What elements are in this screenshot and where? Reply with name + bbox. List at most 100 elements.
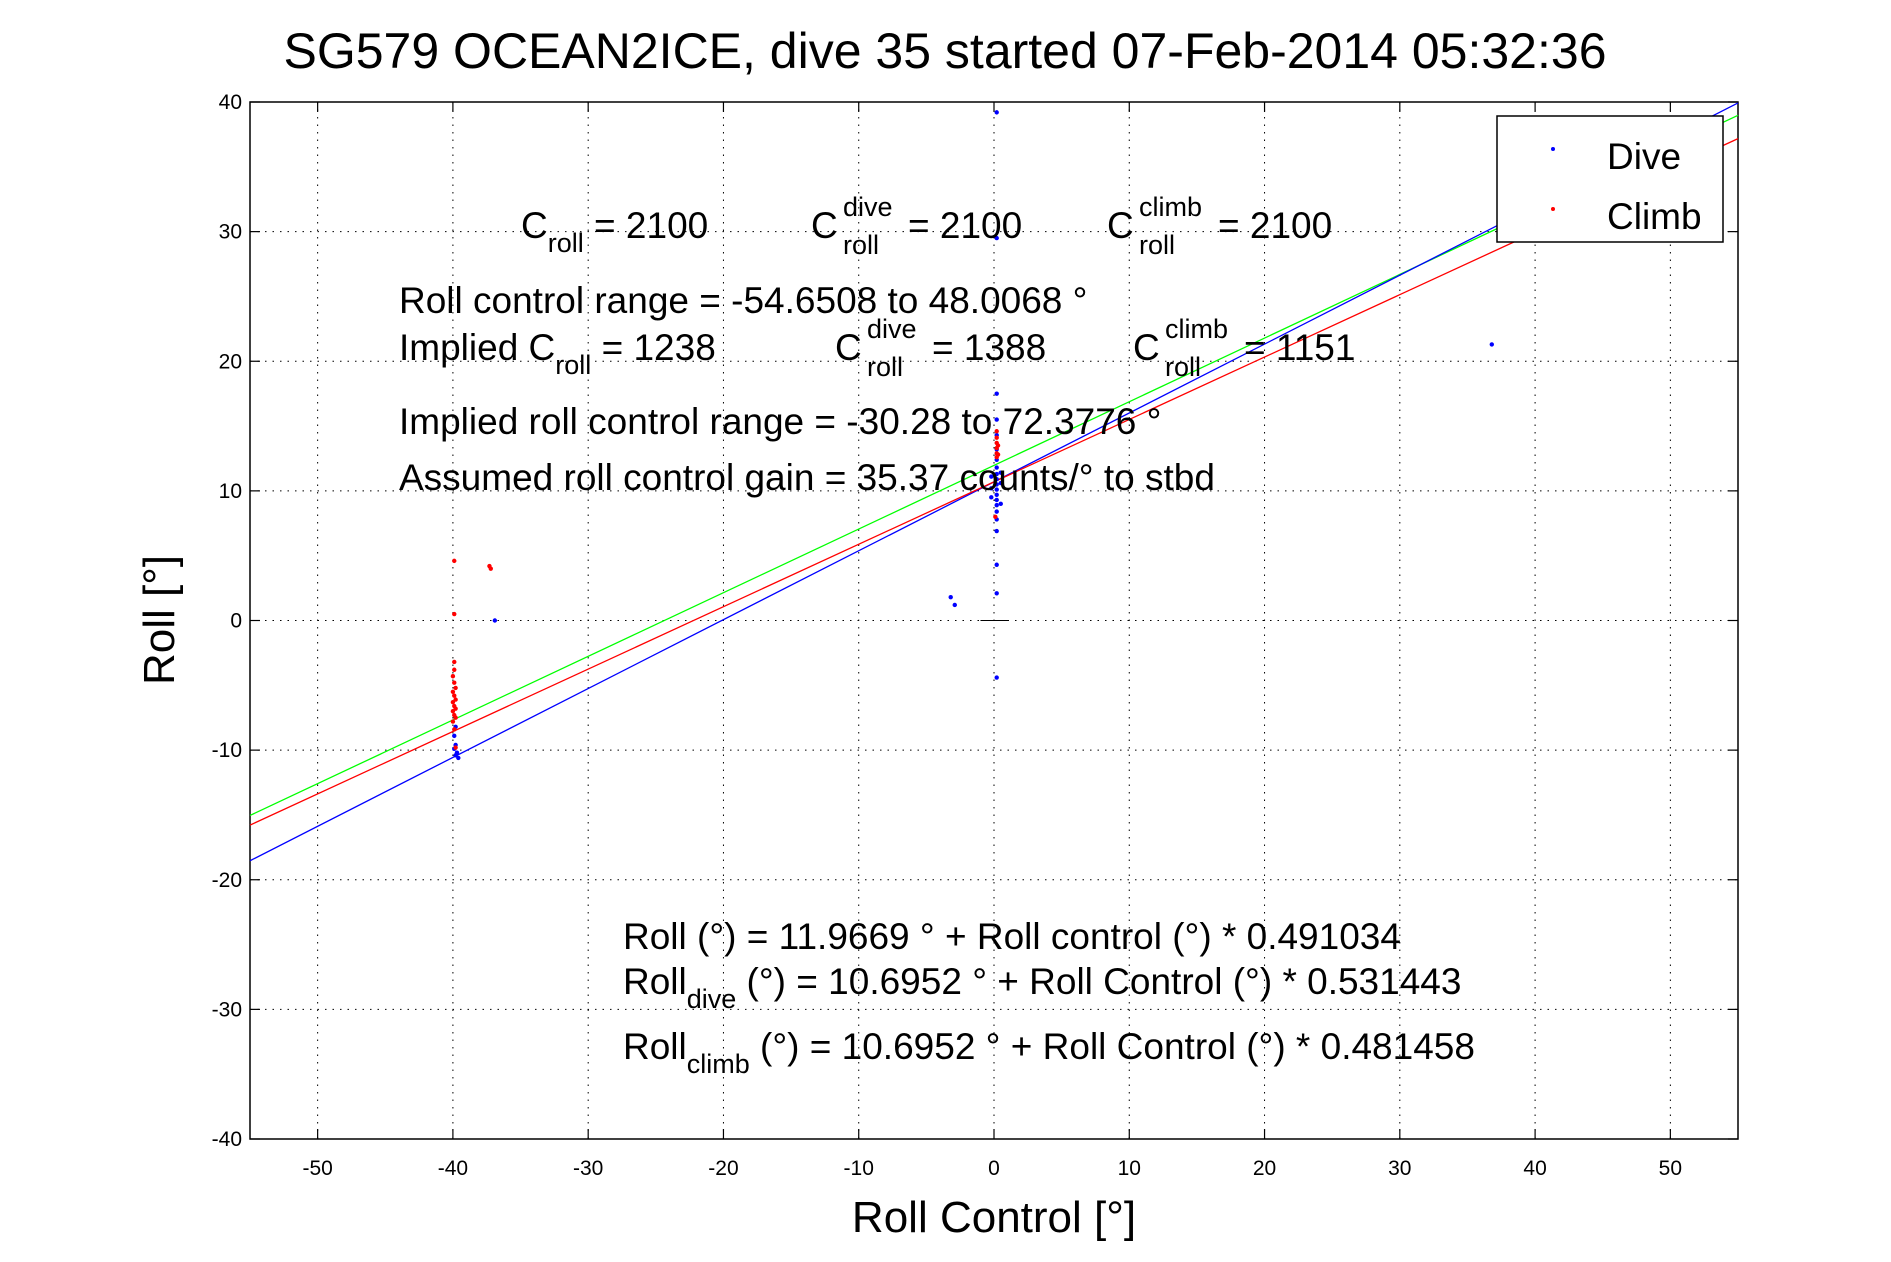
climb-point [453, 745, 458, 750]
annotation-range: Roll control range = -54.6508 to 48.0068… [399, 280, 1087, 321]
climb-point [994, 435, 999, 440]
x-tick-label: -50 [302, 1157, 332, 1180]
dive-point [989, 486, 994, 491]
dive-point [994, 492, 999, 497]
fit-lines [249, 102, 1739, 862]
climb-point [450, 674, 456, 679]
dive-point [994, 591, 999, 596]
dive-point [948, 594, 953, 600]
legend-box [1496, 115, 1724, 243]
legend-climb-label: Climb [1607, 196, 1702, 237]
x-tick-label: -30 [573, 1157, 603, 1180]
dive-point [994, 562, 999, 567]
annotation-c-roll-climb: C [1107, 205, 1134, 246]
dive-point [989, 474, 994, 479]
data-points [450, 110, 1495, 761]
y-tick-label: 0 [230, 610, 242, 633]
y-tick-label: -20 [212, 869, 242, 892]
y-tick-label: -40 [212, 1128, 242, 1151]
annotation-implied-dive: C [835, 327, 862, 368]
climb-point [450, 709, 456, 714]
climb-point [450, 699, 456, 705]
fit-line-all [249, 114, 1739, 817]
dive-point [994, 487, 999, 492]
legend-climb-marker [1551, 207, 1555, 211]
x-tick-label: 10 [1118, 1157, 1141, 1180]
dive-point [989, 495, 994, 500]
annotation-c-roll-dive-sub: roll [843, 230, 879, 260]
climb-point [452, 611, 457, 617]
dive-point [998, 480, 1003, 486]
dive-point [994, 391, 999, 396]
dive-point [994, 110, 999, 115]
annotation-implied-c-roll: Implied Croll = 1238 [399, 327, 716, 380]
y-tick-label: 30 [219, 221, 242, 244]
annotation-implied-dive-sup: dive [867, 314, 917, 344]
dive-point [994, 417, 999, 422]
x-axis-label: Roll Control [°] [852, 1193, 1136, 1242]
dive-point [994, 477, 999, 482]
climb-point [452, 680, 457, 685]
annotation-implied-climb-value: = 1151 [1244, 327, 1355, 368]
annotation-c-roll-dive-value: = 2100 [908, 205, 1022, 246]
x-tick-label: -40 [438, 1157, 468, 1180]
climb-point [452, 727, 457, 732]
climb-point [994, 429, 999, 434]
dive-point [994, 471, 999, 477]
equation-all: Roll (°) = 11.9669 ° + Roll control (°) … [623, 916, 1401, 957]
y-tick-label: -30 [212, 998, 242, 1021]
climb-point [453, 685, 458, 691]
climb-point [452, 558, 457, 564]
x-tick-label: 30 [1388, 1157, 1411, 1180]
annotation-implied-dive-sub: roll [867, 352, 903, 382]
climb-point [993, 514, 998, 519]
dive-point [452, 733, 457, 739]
legend: Dive Climb [1496, 115, 1724, 243]
climb-point [995, 452, 1001, 457]
annotation-c-roll: Croll = 2100 [521, 205, 708, 258]
dive-point [998, 470, 1003, 475]
climb-point [452, 667, 457, 672]
dive-point [994, 675, 999, 680]
axis-ticks: -50 -40 -30 -20 -10 0 10 20 30 40 50 -40 -30 -20 -10 0 1… [212, 91, 1738, 1180]
annotation-c-roll-dive: C [811, 205, 838, 246]
dive-point [952, 602, 957, 608]
dive-point [994, 502, 999, 508]
legend-dive-marker [1551, 147, 1555, 151]
y-axis-label: Roll [°] [135, 555, 184, 685]
dive-point [998, 501, 1003, 507]
annotation-c-roll-dive-sup: dive [843, 192, 893, 222]
x-tick-label: 20 [1253, 1157, 1276, 1180]
annotation-implied-dive-value: = 1388 [932, 327, 1046, 368]
climb-point [995, 443, 1001, 448]
annotation-implied-range: Implied roll control range = -30.28 to 7… [399, 401, 1161, 442]
fit-line-climb [249, 138, 1739, 826]
annotation-gain: Assumed roll control gain = 35.37 counts… [399, 457, 1215, 498]
x-tick-label: 50 [1659, 1157, 1682, 1180]
y-tick-label: 10 [219, 480, 242, 503]
dive-point [456, 755, 461, 761]
y-tick-label: 20 [219, 350, 242, 373]
dive-point [492, 618, 498, 623]
climb-point [452, 693, 457, 698]
x-tick-label: -20 [708, 1157, 738, 1180]
dive-point [994, 497, 999, 503]
dive-point [994, 235, 999, 241]
dive-point [994, 528, 999, 534]
legend-dive-label: Dive [1607, 136, 1681, 177]
dive-point [994, 509, 999, 514]
x-tick-label: -10 [844, 1157, 874, 1180]
y-tick-label: 40 [219, 91, 242, 114]
climb-point [452, 659, 457, 665]
climb-point [450, 689, 456, 694]
annotation-implied-climb-sup: climb [1165, 314, 1228, 344]
equation-dive: Rolldive (°) = 10.6952 ° + Roll Control … [623, 961, 1461, 1014]
annotation-implied-climb: C [1133, 327, 1160, 368]
climb-point [453, 715, 458, 720]
annotation-c-roll-climb-sub: roll [1139, 230, 1175, 260]
climb-point [450, 719, 456, 724]
dive-point [994, 465, 999, 470]
climb-point [488, 566, 493, 571]
equation-climb: Rollclimb (°) = 10.6952 ° + Roll Control… [623, 1026, 1475, 1079]
